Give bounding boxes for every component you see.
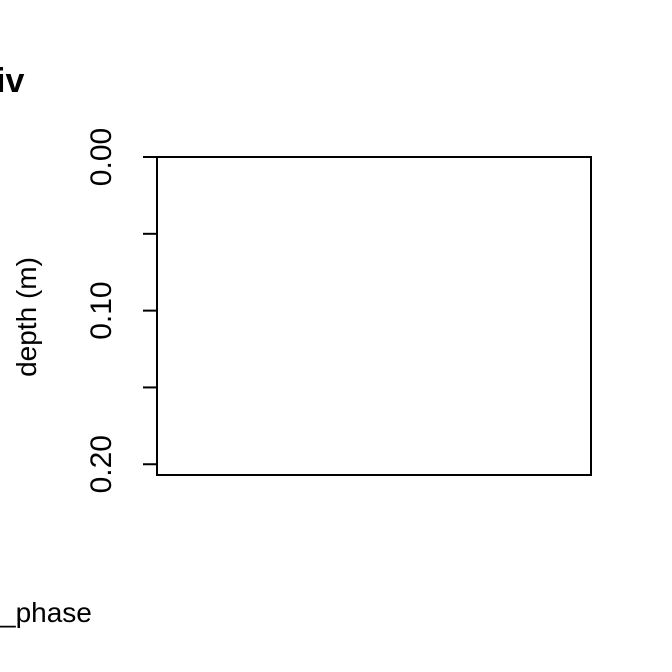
y-axis-label: depth (m) <box>11 257 42 377</box>
x-axis-label: _phase <box>0 597 92 628</box>
plot-frame <box>156 156 592 476</box>
y-tick-label: 0.00 <box>85 128 118 186</box>
y-tick-label: 0.10 <box>85 281 118 339</box>
y-axis-ticks: 0.00 0.10 0.20 <box>85 128 157 493</box>
chart-title: iv <box>0 62 24 100</box>
y-tick-label: 0.20 <box>85 435 118 493</box>
